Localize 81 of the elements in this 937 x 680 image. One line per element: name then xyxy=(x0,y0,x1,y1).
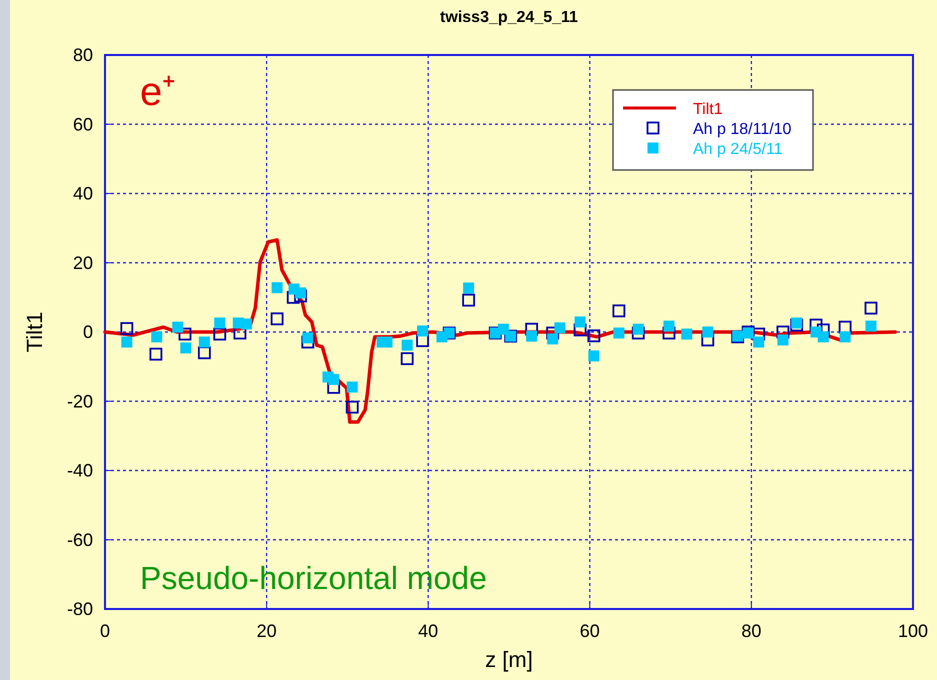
x-tick-label: 20 xyxy=(256,621,277,641)
point xyxy=(120,322,134,335)
point xyxy=(213,328,226,340)
point xyxy=(346,382,358,393)
line-series xyxy=(103,238,897,424)
y-tick-label: -60 xyxy=(66,530,93,550)
point xyxy=(462,294,475,307)
point xyxy=(302,332,314,344)
point xyxy=(463,282,474,294)
chart-title: twiss3_p_24_5_11 xyxy=(440,9,578,26)
x-tick-label: 80 xyxy=(741,621,762,641)
point xyxy=(753,336,764,348)
x-tick-label: 60 xyxy=(580,621,600,641)
annotation: Pseudo-horizontal mode xyxy=(140,560,487,596)
point xyxy=(526,330,538,342)
point xyxy=(214,317,226,328)
point xyxy=(790,318,804,332)
point xyxy=(612,304,626,318)
point xyxy=(838,320,852,334)
point xyxy=(301,336,314,348)
point xyxy=(702,326,714,338)
point xyxy=(681,328,692,340)
point xyxy=(327,381,340,394)
y-tick-label: 20 xyxy=(72,252,93,273)
y-tick-label: 0 xyxy=(82,322,93,342)
point xyxy=(286,290,300,304)
legend-label: Ah p 18/11/10 xyxy=(693,121,792,138)
point xyxy=(662,326,676,340)
point xyxy=(198,346,211,360)
point xyxy=(777,334,788,346)
point xyxy=(632,324,644,335)
x-tick-label: 100 xyxy=(898,621,928,641)
point xyxy=(810,318,822,332)
y-axis-title: Tilt1 xyxy=(22,312,47,352)
y-tick-label: -20 xyxy=(66,391,93,412)
point xyxy=(701,334,714,346)
point xyxy=(663,320,674,332)
point xyxy=(574,316,586,328)
y-tick-label: -40 xyxy=(66,460,93,480)
point xyxy=(588,350,600,362)
point xyxy=(547,333,558,344)
x-axis-title: z [m] xyxy=(485,647,533,672)
legend-label: Tilt1 xyxy=(693,101,723,118)
point xyxy=(776,326,790,338)
point xyxy=(840,331,851,342)
y-tick-label: 60 xyxy=(72,114,93,134)
point xyxy=(574,324,587,336)
x-tick-label: 0 xyxy=(100,621,110,641)
point xyxy=(525,322,538,336)
y-tick-label: 80 xyxy=(72,45,93,65)
point xyxy=(272,282,283,294)
point xyxy=(121,336,132,348)
point xyxy=(402,340,413,351)
point xyxy=(613,328,624,339)
point xyxy=(172,322,184,333)
point xyxy=(346,400,359,414)
point xyxy=(791,317,802,328)
point xyxy=(151,331,162,342)
point xyxy=(587,329,600,342)
point xyxy=(416,334,429,348)
point xyxy=(295,287,306,298)
legend-label: Ah p 24/5/11 xyxy=(693,141,783,158)
point xyxy=(328,374,340,385)
point xyxy=(417,325,428,336)
y-tick-label: 40 xyxy=(72,184,93,204)
point xyxy=(178,328,192,340)
point xyxy=(818,331,829,342)
point xyxy=(554,322,566,334)
point xyxy=(240,318,252,330)
x-tick-label: 40 xyxy=(418,621,438,641)
point xyxy=(381,336,392,348)
point xyxy=(864,302,878,315)
point xyxy=(632,326,645,340)
point xyxy=(270,312,284,326)
point xyxy=(198,336,210,348)
y-tick-label: -80 xyxy=(66,599,93,619)
point xyxy=(865,320,876,332)
point xyxy=(180,342,192,354)
annotation: e⁺ xyxy=(140,70,176,114)
point xyxy=(400,352,414,366)
point xyxy=(150,348,162,361)
